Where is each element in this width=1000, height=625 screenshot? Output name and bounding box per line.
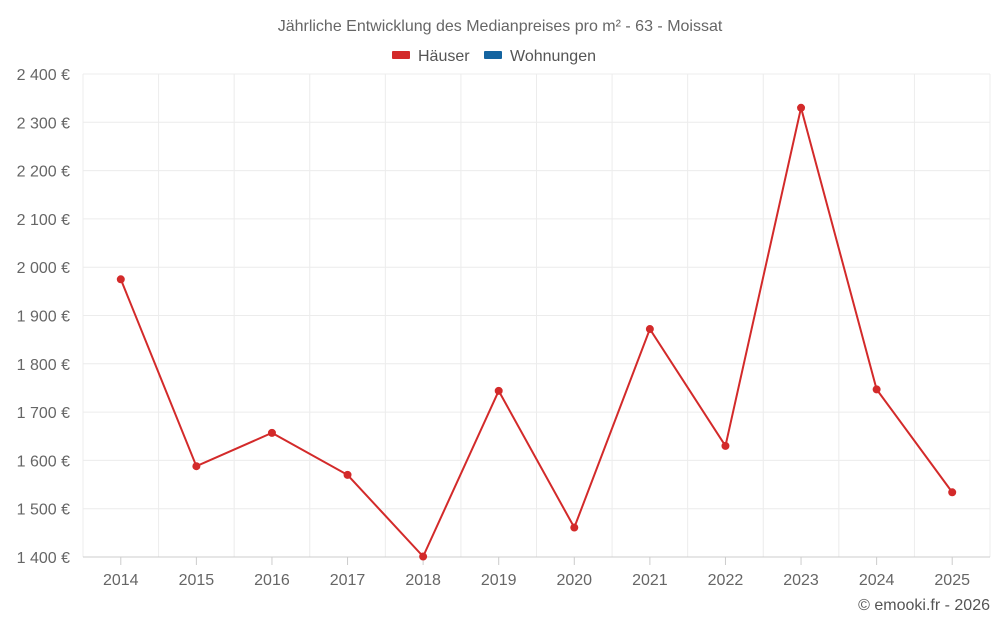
x-tick-label: 2015 bbox=[179, 572, 215, 589]
y-tick-label: 2 400 € bbox=[17, 67, 70, 84]
data-point-haeuser[interactable] bbox=[116, 275, 125, 284]
y-tick-label: 1 700 € bbox=[17, 405, 70, 422]
data-point-haeuser[interactable] bbox=[570, 523, 579, 532]
y-axis: 1 400 € 1 500 € 1 600 € 1 700 € 1 800 € 1 900… bbox=[17, 67, 70, 567]
y-tick-label: 1 800 € bbox=[17, 357, 70, 374]
y-tick-label: 1 900 € bbox=[17, 309, 70, 326]
data-point-haeuser[interactable] bbox=[419, 552, 428, 561]
data-point-haeuser[interactable] bbox=[948, 488, 957, 497]
horizontal-gridlines bbox=[83, 73, 990, 558]
legend-label-haeuser[interactable]: Häuser bbox=[418, 48, 470, 65]
legend: Häuser Wohnungen bbox=[392, 48, 596, 65]
y-tick-label: 1 500 € bbox=[17, 502, 70, 519]
data-point-haeuser[interactable] bbox=[192, 462, 201, 471]
data-point-haeuser[interactable] bbox=[267, 428, 276, 437]
x-tick-label: 2019 bbox=[481, 572, 517, 589]
legend-label-wohnungen[interactable]: Wohnungen bbox=[510, 48, 596, 65]
x-tick-label: 2020 bbox=[556, 572, 592, 589]
x-tick-label: 2016 bbox=[254, 572, 290, 589]
credit-text: © emooki.fr - 2026 bbox=[858, 597, 990, 614]
x-tick-label: 2021 bbox=[632, 572, 668, 589]
series-haeuser bbox=[116, 103, 957, 561]
data-point-haeuser[interactable] bbox=[494, 386, 503, 395]
x-tick-label: 2014 bbox=[103, 572, 139, 589]
data-point-haeuser[interactable] bbox=[645, 325, 654, 334]
chart-title: Jährliche Entwicklung des Medianpreises … bbox=[278, 18, 723, 35]
legend-swatch-haeuser[interactable] bbox=[392, 51, 410, 59]
y-tick-label: 1 600 € bbox=[17, 453, 70, 470]
data-point-haeuser[interactable] bbox=[797, 103, 806, 112]
x-tick-label: 2024 bbox=[859, 572, 895, 589]
data-point-haeuser[interactable] bbox=[721, 441, 730, 450]
data-point-haeuser[interactable] bbox=[872, 385, 881, 394]
x-axis: 2014 2015 2016 2017 2018 2019 2020 2021 2022 2023… bbox=[103, 557, 970, 589]
legend-swatch-wohnungen[interactable] bbox=[484, 51, 502, 59]
series-line-haeuser bbox=[119, 107, 954, 559]
data-point-haeuser[interactable] bbox=[343, 470, 352, 479]
y-tick-label: 2 200 € bbox=[17, 164, 70, 181]
y-tick-label: 2 100 € bbox=[17, 212, 70, 229]
x-tick-label: 2022 bbox=[708, 572, 744, 589]
y-tick-label: 2 000 € bbox=[17, 260, 70, 277]
y-tick-label: 1 400 € bbox=[17, 550, 70, 567]
x-tick-label: 2017 bbox=[330, 572, 366, 589]
x-tick-label: 2023 bbox=[783, 572, 819, 589]
x-tick-label: 2018 bbox=[405, 572, 441, 589]
x-tick-label: 2025 bbox=[934, 572, 970, 589]
y-tick-label: 2 300 € bbox=[17, 115, 70, 132]
